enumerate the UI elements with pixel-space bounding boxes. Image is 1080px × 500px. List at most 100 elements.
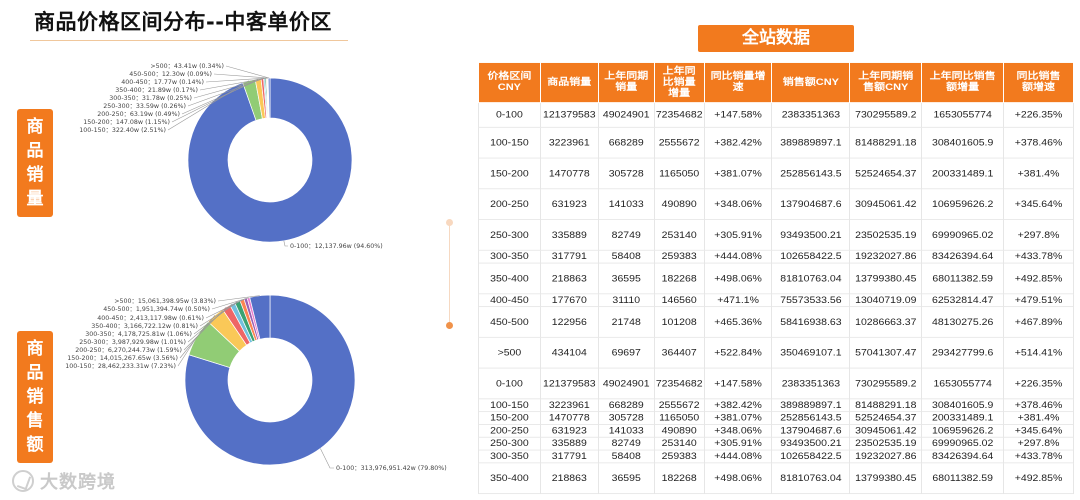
side-label-char: 量: [26, 189, 44, 209]
table-cell: 69990965.02: [921, 219, 1005, 251]
table-cell: 81488291.18: [849, 126, 923, 159]
title-rule: [30, 40, 348, 41]
side-label-char: 商: [26, 339, 44, 359]
table-cell: 13040719.09: [849, 293, 923, 308]
watermark-logo: 大数跨境: [12, 468, 116, 494]
table-cell: 137904687.6: [771, 188, 851, 220]
table-row: 250-300 335889 82749 253140 +305.91% 93493500…: [478, 219, 1074, 251]
table-cell: +444.08%: [703, 449, 773, 464]
table-cell: 2555672: [653, 126, 705, 159]
slice-label: 200-250：63.19w (0.49%): [97, 111, 180, 118]
donut-slice: [184, 294, 356, 466]
table-cell: 81810763.04: [771, 462, 851, 495]
table-cell: 252856143.5: [771, 157, 851, 190]
table-cell: 100-150: [478, 126, 541, 159]
table-cell: 350469107.1: [771, 336, 851, 369]
slice-label: 250-300：33.59w (0.26%): [103, 103, 186, 110]
table-cell: 3223961: [539, 126, 599, 159]
table-cell: 218863: [539, 462, 599, 495]
column-header-line: 速: [732, 82, 744, 93]
leader-line: [181, 78, 263, 115]
table-cell: 350-400: [478, 462, 541, 495]
table-cell: 434104: [539, 336, 599, 369]
leader-line: [320, 448, 334, 469]
table-cell: 200331489.1: [921, 157, 1005, 190]
table-cell: 317791: [539, 449, 599, 464]
table-cell: +226.35%: [1003, 102, 1074, 128]
table-cell: 308401605.9: [921, 398, 1005, 413]
leader-line: [199, 299, 243, 327]
slice-label: 400-450：17.77w (0.14%): [121, 79, 204, 86]
table-cell: 259383: [653, 449, 705, 464]
table-cell: 335889: [539, 219, 599, 251]
table-cell: 19232027.86: [849, 449, 923, 464]
table-cell: 137904687.6: [771, 424, 851, 438]
table-cell: 13799380.45: [849, 262, 923, 295]
slice-label: 350-400：21.89w (0.17%): [115, 87, 198, 94]
table-cell: 62532814.47: [921, 293, 1005, 308]
table-cell: 30945061.42: [849, 188, 923, 220]
table-header-row: 价格区间 CNY 商品销量 上年同期 销量 上年同 比销量 增量 同比销量增速销售额CNY 上年同…: [478, 61, 1074, 103]
column-header-line: 同比销售: [1016, 71, 1061, 82]
table-cell: 122956: [539, 306, 599, 338]
table-cell: 450-500: [478, 306, 541, 338]
table-cell: +492.85%: [1003, 262, 1074, 295]
table-cell: 69697: [597, 336, 655, 369]
table-cell: +226.35%: [1003, 367, 1074, 400]
table-cell: 21748: [597, 306, 655, 338]
table-cell: 36595: [597, 262, 655, 295]
column-header: 上年同 比销量 增量: [653, 61, 705, 103]
table-cell: +382.42%: [703, 398, 773, 413]
table-row: 200-250 631923 141033 490890 +348.06% 1379046…: [478, 424, 1074, 438]
table-cell: 1470778: [539, 157, 599, 190]
table-cell: 400-450: [478, 293, 541, 308]
side-label-char: 售: [26, 411, 44, 431]
table-cell: 146560: [653, 293, 705, 308]
divider-dot-top: [446, 219, 453, 226]
table-cell: +433.78%: [1003, 249, 1074, 264]
column-header: 上年同比销售 额增量: [921, 61, 1005, 103]
column-header-line: 同比销量增: [710, 71, 766, 82]
table-cell: 141033: [597, 188, 655, 220]
slice-label: 300-350：31.78w (0.25%): [109, 95, 192, 102]
table-cell: +381.4%: [1003, 157, 1074, 190]
column-header-line: 增量: [668, 88, 691, 99]
table-cell: +147.58%: [703, 367, 773, 400]
table-cell: 57041307.47: [849, 336, 923, 369]
table-cell: 83426394.64: [921, 249, 1005, 264]
table-cell: 100-150: [478, 398, 541, 413]
leader-line: [211, 297, 249, 310]
table-cell: 121379583: [539, 102, 599, 128]
table-cell: +381.07%: [703, 411, 773, 425]
column-header-line: 上年同期销: [858, 71, 914, 82]
table-cell: +514.41%: [1003, 336, 1074, 369]
leader-line: [205, 77, 268, 83]
table-cell: 82749: [597, 219, 655, 251]
table-cell: 68011382.59: [921, 462, 1005, 495]
table-cell: +305.91%: [703, 436, 773, 451]
table-cell: 58408: [597, 449, 655, 464]
table-row: 300-350 317791 58408 259383 +444.08% 10265842…: [478, 449, 1074, 464]
table-cell: 81810763.04: [771, 262, 851, 295]
table-cell: 69990965.02: [921, 436, 1005, 451]
table-cell: 177670: [539, 293, 599, 308]
table-cell: 668289: [597, 126, 655, 159]
table-cell: +522.84%: [703, 336, 773, 369]
table-cell: 10286663.37: [849, 306, 923, 338]
table-cell: 106959626.2: [921, 424, 1005, 438]
column-header-line: 销售额CNY: [782, 76, 840, 88]
leader-line: [193, 77, 266, 99]
table-row: 100-150 3223961 668289 2555672 +382.42% 38988…: [478, 126, 1074, 159]
table-cell: 75573533.56: [771, 293, 851, 308]
table-cell: 730295589.2: [849, 102, 923, 128]
table-cell: 2383351363: [771, 102, 851, 128]
table-cell: +444.08%: [703, 249, 773, 264]
table-cell: +345.64%: [1003, 188, 1074, 220]
table-row: 100-150 3223961 668289 2555672 +382.42% 38988…: [478, 398, 1074, 413]
table-cell: 182268: [653, 262, 705, 295]
table-cell: 31110: [597, 293, 655, 308]
column-header-line: CNY: [497, 82, 522, 93]
table-cell: 58416938.63: [771, 306, 851, 338]
table-cell: 1653055774: [921, 102, 1005, 128]
table-row: 300-350 317791 58408 259383 +444.08% 10265842…: [478, 249, 1074, 264]
